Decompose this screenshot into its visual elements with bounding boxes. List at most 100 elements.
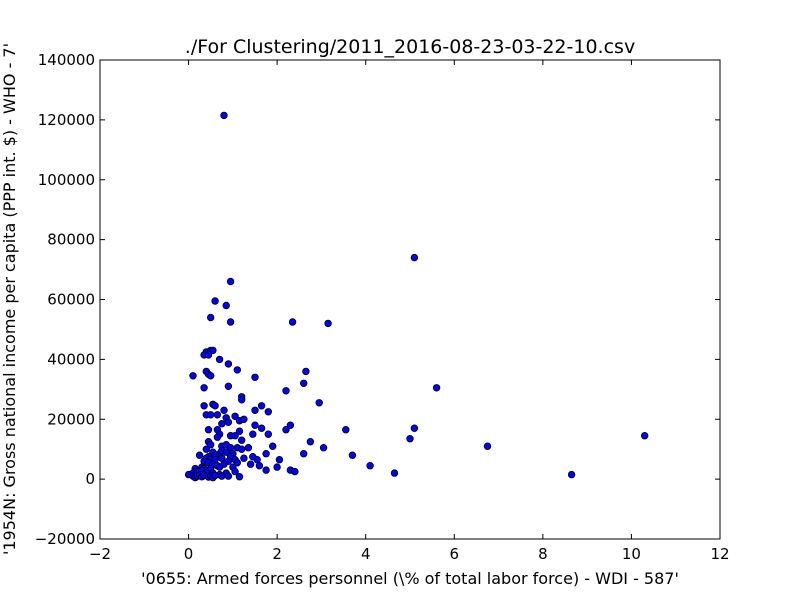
data-point-0 <box>220 111 228 120</box>
y-axis-title: '1954N: Gross national income per capita… <box>0 43 19 555</box>
data-point-15 <box>224 360 233 368</box>
x-tick-label-2: 2 <box>272 545 282 563</box>
data-point-74 <box>269 442 277 450</box>
data-point-90 <box>300 450 308 458</box>
y-tick-label-6: 100000 <box>38 171 95 189</box>
data-point-73 <box>244 444 253 452</box>
y-tick-label-0: −20000 <box>35 530 95 548</box>
data-points <box>184 111 649 482</box>
data-point-47 <box>251 421 259 429</box>
data-point-58 <box>235 427 244 435</box>
x-tick-label-6: 10 <box>622 545 641 563</box>
data-point-67 <box>206 441 215 449</box>
data-point-22 <box>302 367 310 376</box>
data-point-64 <box>237 436 246 444</box>
data-point-72 <box>237 445 246 453</box>
data-point-59 <box>249 430 257 438</box>
data-point-20 <box>206 372 215 380</box>
data-point-48 <box>257 424 266 432</box>
data-point-62 <box>641 432 649 440</box>
data-point-31 <box>200 402 208 410</box>
x-tick-label-3: 4 <box>361 545 371 563</box>
y-tick-label-3: 40000 <box>47 350 95 368</box>
data-point-2 <box>226 277 235 286</box>
data-point-29 <box>237 396 246 404</box>
data-point-84 <box>195 451 204 459</box>
data-point-128 <box>567 470 576 479</box>
x-tick-label-0: −2 <box>89 545 111 563</box>
data-point-106 <box>255 462 264 470</box>
data-point-26 <box>432 384 441 392</box>
data-point-11 <box>209 346 217 355</box>
data-point-88 <box>240 454 248 462</box>
data-point-126 <box>231 467 239 476</box>
data-point-36 <box>220 406 228 414</box>
data-point-3 <box>211 297 219 305</box>
data-point-21 <box>251 373 259 381</box>
data-point-81 <box>222 448 230 456</box>
data-point-42 <box>231 412 239 420</box>
data-point-113 <box>215 463 224 471</box>
data-point-35 <box>264 408 272 416</box>
data-point-139 <box>211 471 219 480</box>
data-point-105 <box>233 459 241 467</box>
x-axis-title: '0655: Armed forces personnel (\% of tot… <box>141 569 679 588</box>
data-point-65 <box>306 438 315 446</box>
data-point-33 <box>211 402 219 410</box>
chart-title: ./For Clustering/2011_2016-08-23-03-22-1… <box>185 36 635 58</box>
data-point-116 <box>262 466 270 474</box>
y-tick-label-2: 20000 <box>47 410 95 428</box>
data-point-118 <box>291 467 299 476</box>
data-point-46 <box>218 420 226 428</box>
data-point-140 <box>218 472 226 480</box>
data-point-50 <box>282 426 290 434</box>
y-tick-label-4: 60000 <box>47 291 95 309</box>
data-point-61 <box>213 433 222 441</box>
data-point-7 <box>288 318 297 326</box>
data-point-49 <box>286 421 295 429</box>
data-point-44 <box>240 415 248 423</box>
y-tick-label-1: 0 <box>85 470 95 488</box>
data-point-127 <box>390 469 399 477</box>
data-point-83 <box>262 450 270 458</box>
data-point-52 <box>410 424 419 432</box>
data-point-6 <box>226 318 235 326</box>
data-point-57 <box>231 432 239 440</box>
data-point-30 <box>315 399 323 407</box>
axis-tick-labels: −2 0 2 4 6 8 10 12 −20000 0 20000 40000 60000 80000 10… <box>35 51 730 563</box>
x-tick-label-5: 8 <box>538 545 548 563</box>
data-point-5 <box>206 313 215 322</box>
axis-ticks <box>99 59 721 540</box>
x-tick-label-1: 0 <box>184 545 194 563</box>
data-point-25 <box>224 382 233 390</box>
y-tick-label-8: 140000 <box>38 51 95 69</box>
data-point-99 <box>275 456 284 464</box>
data-point-45 <box>224 418 233 426</box>
data-point-34 <box>257 402 266 410</box>
data-point-8 <box>324 319 332 328</box>
data-point-51 <box>342 426 350 434</box>
data-point-13 <box>204 351 213 359</box>
data-point-27 <box>282 387 290 395</box>
data-point-37 <box>251 406 259 414</box>
data-point-115 <box>246 460 255 468</box>
data-point-91 <box>348 451 357 459</box>
data-point-75 <box>319 444 328 452</box>
data-point-76 <box>483 442 492 450</box>
data-point-1 <box>410 253 419 262</box>
data-point-39 <box>206 411 215 419</box>
data-point-142 <box>235 473 244 481</box>
data-point-77 <box>202 445 210 453</box>
data-point-40 <box>213 411 222 419</box>
data-point-107 <box>273 463 281 471</box>
data-point-24 <box>200 384 208 392</box>
data-point-141 <box>224 472 233 480</box>
data-point-17 <box>233 366 241 374</box>
y-tick-label-7: 120000 <box>38 111 95 129</box>
data-point-108 <box>366 462 374 470</box>
data-point-60 <box>264 430 272 438</box>
data-point-14 <box>215 355 224 364</box>
